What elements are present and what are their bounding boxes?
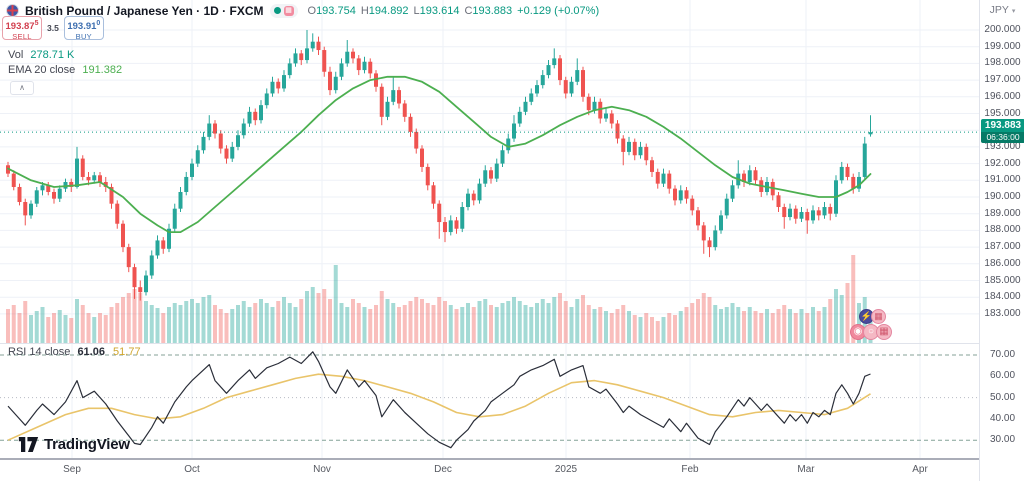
rsi-title: RSI 14 close — [8, 346, 71, 358]
rsi-ma-line — [7, 373, 871, 441]
open-label: O — [307, 4, 317, 17]
price-axis-label: 188.000 — [984, 224, 1021, 236]
rsi-axis-label: 40.00 — [989, 412, 1016, 424]
volume-series — [6, 255, 873, 343]
price-axis-label: 185.000 — [984, 274, 1021, 286]
ema-value: 191.382 — [82, 64, 123, 76]
last-price-value: 193.883 — [981, 119, 1024, 133]
rsi-axis-label: 70.00 — [989, 349, 1016, 360]
time-axis-label: Dec — [434, 464, 452, 475]
market-status-dot-icon — [273, 7, 281, 14]
rsi-value: 61.06 — [77, 346, 105, 358]
price-axis-label: 198.000 — [984, 57, 1021, 69]
reaction-badge-row: ⚡ ▦ — [859, 306, 886, 324]
time-axis-separator — [0, 458, 1024, 460]
price-axis-label: 195.000 — [984, 107, 1021, 119]
volume-legend[interactable]: Vol 278.71 K — [8, 49, 74, 61]
price-axis-label: 187.000 — [984, 241, 1021, 253]
close-label: C — [464, 4, 473, 17]
open-value: 193.754 — [316, 4, 356, 17]
price-axis-label: 183.000 — [984, 307, 1021, 319]
price-axis-label: 190.000 — [984, 191, 1021, 202]
time-axis[interactable]: Sep Oct Nov Dec 2025 Feb Mar Apr — [0, 458, 1024, 481]
ema-line — [7, 75, 872, 234]
high-value: 194.892 — [368, 4, 409, 17]
price-axis-label: 186.000 — [984, 257, 1021, 269]
price-axis-label: 189.000 — [984, 207, 1021, 219]
low-label: L — [413, 4, 420, 17]
price-axis-label: 199.000 — [984, 40, 1021, 52]
price-axis-label: 196.000 — [984, 90, 1021, 102]
spread-value: 3.5 — [47, 23, 59, 33]
tradingview-logo-text: TradingView — [44, 436, 130, 453]
buy-sell-widget: 193.875 SELL 3.5 193.910 BUY — [2, 15, 104, 41]
ema-legend[interactable]: EMA 20 close 191.382 — [8, 64, 122, 76]
ideas-icon: ▦ — [283, 5, 294, 16]
symbol-row: British Pound / Japanese Yen · 1D · FXCM… — [6, 3, 599, 18]
chevron-down-icon: ▾ — [1011, 8, 1016, 15]
price-axis-label: 200.000 — [984, 24, 1021, 35]
ohlc-values: O193.754 H194.892 L193.614 C193.883 +0.1… — [308, 5, 600, 17]
buy-price: 193.91 — [67, 21, 97, 33]
sell-button[interactable]: 193.875 SELL — [2, 16, 42, 42]
sell-price: 193.87 — [5, 21, 35, 33]
legend: British Pound / Japanese Yen · 1D · FXCM… — [6, 3, 599, 18]
ema-label: EMA 20 close — [8, 64, 76, 76]
time-axis-label: Feb — [681, 464, 699, 475]
buy-price-pip: 0 — [96, 20, 101, 27]
grid-lines — [0, 0, 979, 458]
time-axis-label: Apr — [912, 464, 928, 475]
gbp-flag-icon — [6, 4, 19, 17]
price-axis-label: 197.000 — [984, 74, 1021, 86]
chart-canvas[interactable] — [0, 0, 979, 458]
time-axis-label: 2025 — [554, 464, 578, 475]
rsi-axis-label: 30.00 — [989, 434, 1016, 446]
waffle-icon[interactable]: ▦ — [876, 324, 892, 340]
price-axis-label: 192.000 — [984, 157, 1021, 169]
waffle-icon[interactable]: ▦ — [871, 309, 886, 324]
axis-currency[interactable]: JPY ▾ — [980, 4, 1024, 16]
price-axis-label: 193.000 — [984, 140, 1021, 152]
time-axis-label: Oct — [184, 464, 200, 475]
volume-value: 278.71 K — [30, 49, 75, 61]
symbol-title[interactable]: British Pound / Japanese Yen · 1D · FXCM — [25, 3, 264, 18]
rsi-axis-label: 50.00 — [989, 391, 1016, 403]
rsi-line — [7, 351, 871, 449]
rsi-axis-label: 60.00 — [989, 370, 1016, 382]
change-value: +0.129 (+0.07%) — [517, 4, 600, 17]
legend-collapse-button[interactable]: ∧ — [10, 81, 34, 95]
time-axis-label: Mar — [797, 464, 815, 475]
symbol-status-pill[interactable]: ▦ — [269, 3, 298, 18]
tradingview-logo[interactable]: TradingView — [18, 436, 130, 453]
sell-label: SELL — [12, 32, 32, 42]
rsi-ma-value: 51.77 — [113, 346, 141, 358]
countdown-timer: 06:36:00 — [981, 132, 1024, 144]
sell-price-pip: 5 — [34, 20, 39, 27]
last-price-label[interactable]: 193.883 06:36:00 — [981, 119, 1024, 144]
time-axis-label: Nov — [313, 464, 331, 475]
price-axis-label: 184.000 — [984, 291, 1021, 303]
price-axis[interactable]: JPY ▾ 200.000 199.000 198.000 197.000 196.000… — [979, 0, 1024, 481]
reaction-badge-row: ◉ ○ ▦ — [850, 321, 892, 340]
buy-label: BUY — [75, 32, 92, 42]
close-value: 193.883 — [472, 4, 513, 17]
volume-label: Vol — [8, 49, 24, 61]
time-axis-label: Sep — [63, 464, 81, 475]
buy-button[interactable]: 193.910 BUY — [63, 16, 104, 42]
currency-label: JPY — [989, 4, 1009, 16]
tradingview-mark-icon — [18, 437, 39, 452]
rsi-legend[interactable]: RSI 14 close 61.06 51.77 — [8, 346, 141, 358]
circle-icon[interactable]: ○ — [863, 324, 879, 340]
candles-series — [6, 30, 873, 301]
high-label: H — [360, 4, 369, 17]
low-value: 193.614 — [419, 4, 460, 17]
price-axis-label: 191.000 — [984, 174, 1021, 186]
